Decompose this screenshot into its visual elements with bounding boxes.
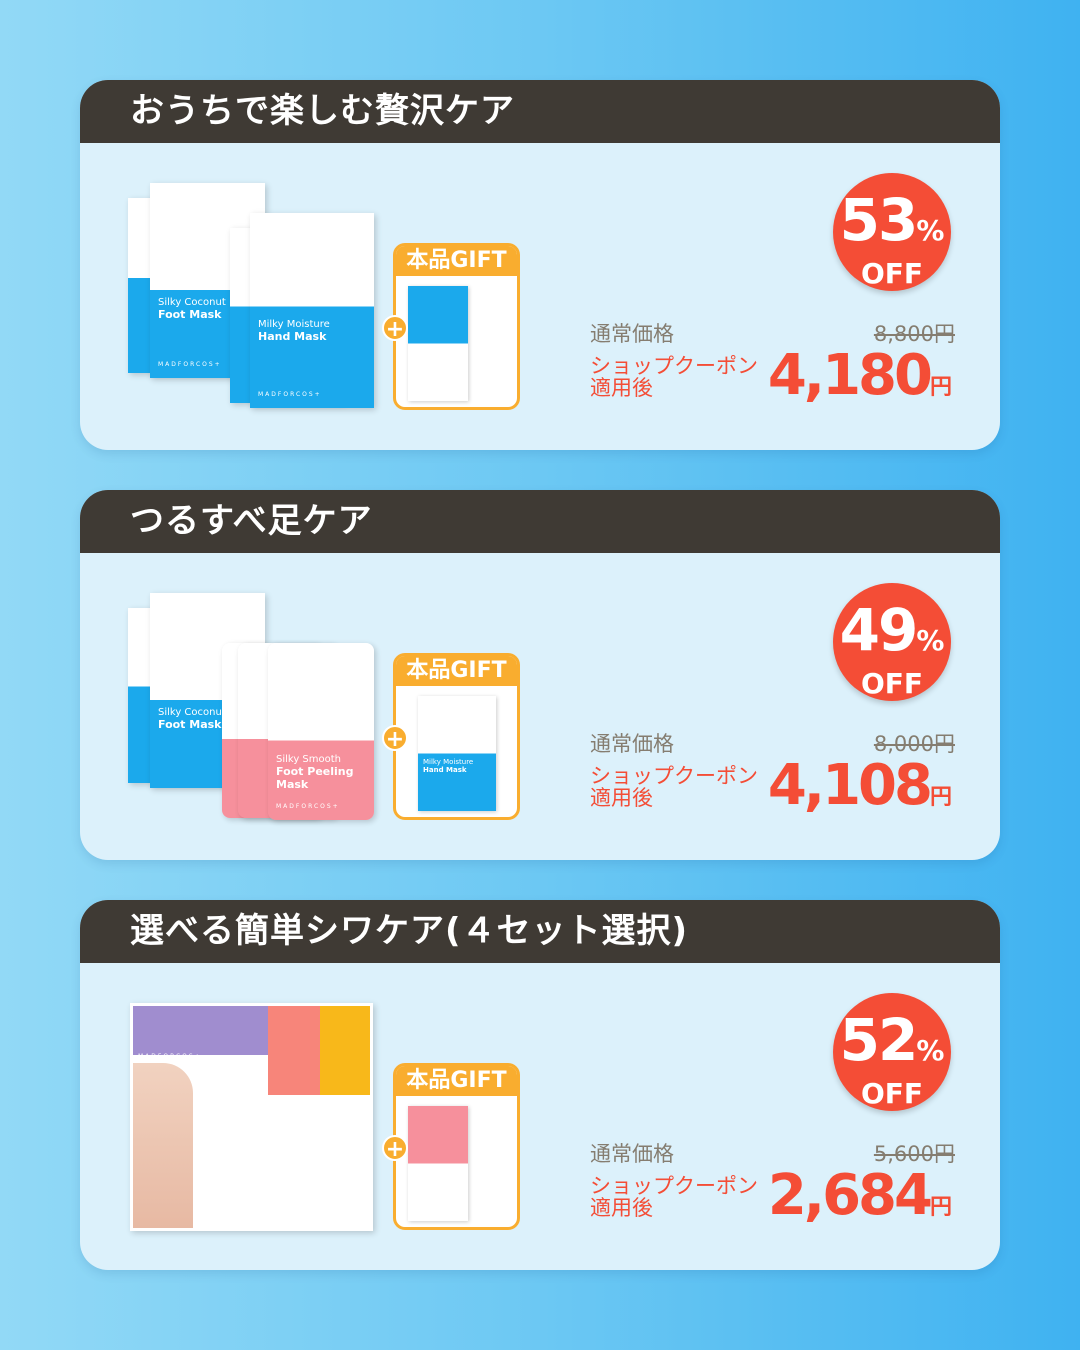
regular-price: 8,000円	[873, 732, 955, 756]
pack-name: Silky Smooth	[276, 754, 342, 765]
regular-price-label: 通常価格	[590, 1142, 674, 1166]
coupon-price: 4,180円	[767, 343, 952, 408]
regular-price-label: 通常価格	[590, 732, 674, 756]
card-title: つるすべ足ケア	[80, 490, 1000, 553]
pack-name: Wrinkle	[200, 1085, 235, 1094]
product-card-3[interactable]: 選べる簡単シワケア(４セット選択) Wrinkle Master Patch MA…	[80, 900, 1000, 1270]
gift-image	[408, 1106, 468, 1221]
discount-badge: 53% OFF	[833, 173, 951, 291]
pack-type: Foot Mask	[158, 308, 222, 321]
gift-box: 本品GIFT	[393, 1063, 520, 1230]
pack-type: Foot Peeling Mask	[276, 765, 354, 791]
coupon-price: 4,108円	[767, 753, 952, 818]
pack-type: Master Patch	[200, 1094, 260, 1103]
coupon-label: ショップクーポン 適用後	[590, 354, 758, 400]
brand-logo: MADFORCOS+	[158, 361, 222, 368]
discount-badge: 49% OFF	[833, 583, 951, 701]
product-image: Silky Coconut Foot Mask MADFORCOS+ Milky …	[128, 183, 378, 413]
regular-price-label: 通常価格	[590, 322, 674, 346]
card-title: 選べる簡単シワケア(４セット選択)	[80, 900, 1000, 963]
gift-label: 本品GIFT	[396, 246, 517, 276]
discount-badge: 52% OFF	[833, 993, 951, 1111]
pack-type: Hand Mask	[258, 330, 327, 343]
plus-icon: +	[382, 725, 408, 752]
coupon-label: ショップクーポン 適用後	[590, 764, 758, 810]
gift-box: 本品GIFT	[393, 243, 520, 410]
plus-icon: +	[382, 315, 408, 342]
pack-name: Silky Coconut	[158, 297, 226, 308]
product-card-1[interactable]: おうちで楽しむ贅沢ケア Silky Coconut Foot Mask MADFO…	[80, 80, 1000, 450]
product-image: Wrinkle Master Patch MADFORCOS+	[128, 1003, 378, 1233]
coupon-label: ショップクーポン 適用後	[590, 1174, 758, 1220]
plus-icon: +	[382, 1135, 408, 1162]
gift-box: 本品GIFT Milky Moisture Hand Mask	[393, 653, 520, 820]
regular-price: 5,600円	[873, 1142, 955, 1166]
product-image: Silky Coconut Foot Mask Silky Smooth Foot …	[128, 593, 378, 823]
card-title: おうちで楽しむ贅沢ケア	[80, 80, 1000, 143]
regular-price: 8,800円	[873, 322, 955, 346]
pack-name: Silky Coconut	[158, 707, 226, 718]
brand-logo: MADFORCOS+	[258, 391, 322, 398]
brand-logo: MADFORCOS+	[276, 803, 340, 810]
gift-label: 本品GIFT	[396, 1066, 517, 1096]
coupon-price: 2,684円	[767, 1163, 952, 1228]
gift-label: 本品GIFT	[396, 656, 517, 686]
gift-image: Milky Moisture Hand Mask	[418, 696, 496, 811]
brand-logo: MADFORCOS+	[138, 1053, 202, 1060]
gift-image	[408, 286, 468, 401]
product-card-2[interactable]: つるすべ足ケア Silky Coconut Foot Mask Silky Smo…	[80, 490, 1000, 860]
pack-type: Foot Mask	[158, 718, 222, 731]
pack-name: Milky Moisture	[258, 319, 330, 330]
